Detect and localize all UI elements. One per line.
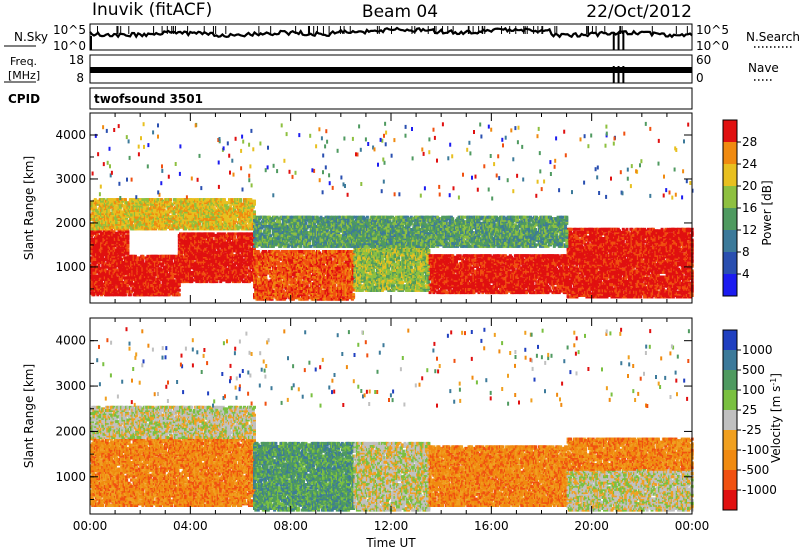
station-title: Inuvik (fitACF)	[92, 0, 212, 20]
data-cell	[372, 269, 375, 272]
noise-tick-top: 10^5	[53, 23, 86, 37]
data-cell	[233, 236, 236, 239]
noise-right-tick-top: 10^5	[696, 23, 729, 37]
data-cell	[126, 230, 129, 233]
data-cell	[128, 287, 131, 290]
noise-trace	[90, 26, 692, 50]
freq-right-tick-top: 60	[696, 53, 711, 67]
noise-tick-bottom: 10^0	[53, 39, 86, 53]
data-cell	[330, 258, 333, 261]
noise-left-label: N.Sky	[14, 30, 48, 44]
data-cell	[126, 249, 129, 252]
date-title: 22/Oct/2012	[586, 2, 692, 22]
freq-tick-bottom: 8	[76, 71, 84, 85]
data-cell	[299, 290, 302, 293]
data-cell	[257, 250, 260, 253]
data-cell	[352, 293, 355, 296]
freq-right-tick-bottom: 0	[696, 71, 704, 85]
freq-left-label-1: Freq.	[10, 55, 37, 68]
data-cell	[149, 270, 152, 273]
noise-right-tick-bottom: 10^0	[696, 39, 729, 53]
freq-right-label: Nave	[748, 61, 779, 75]
data-cell	[126, 241, 129, 244]
data-cell	[129, 293, 132, 296]
data-cell	[158, 281, 161, 284]
noise-right-label: N.Search	[746, 30, 800, 44]
noise-panel: N.Sky 10^5 10^0 10^5 10^0 N.Search	[4, 23, 800, 53]
freq-tick-top: 18	[69, 53, 84, 67]
frequency-band	[90, 67, 692, 73]
data-cell	[286, 264, 289, 267]
data-cell	[313, 267, 316, 270]
freq-left-label-2: [MHz]	[8, 69, 40, 82]
frequency-trace	[90, 66, 692, 83]
data-cell	[264, 276, 267, 279]
beam-title: Beam 04	[362, 2, 438, 22]
data-cell	[333, 284, 336, 287]
frequency-panel: Freq. [MHz] 18 8 60 0 Nave	[4, 53, 779, 85]
noise-sky-line	[90, 28, 692, 37]
data-cell	[178, 289, 181, 292]
cpid-label: CPID	[8, 92, 40, 106]
cpid-value: twofsound 3501	[94, 92, 203, 106]
data-cell	[178, 293, 181, 296]
power-data-marks	[90, 122, 694, 301]
data-cell	[124, 293, 127, 296]
